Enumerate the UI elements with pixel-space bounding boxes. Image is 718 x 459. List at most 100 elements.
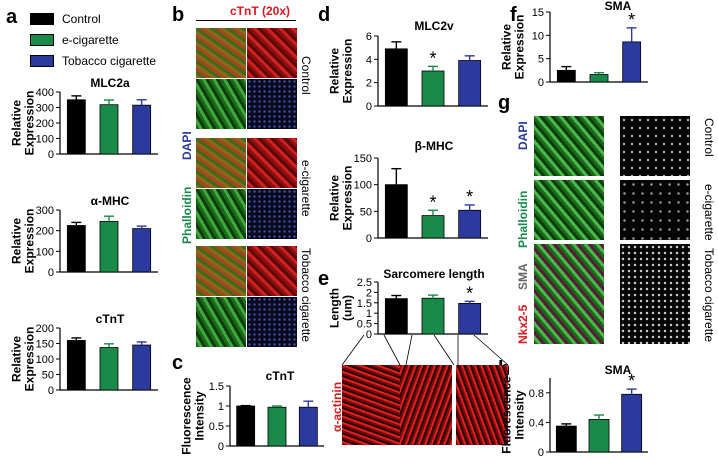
chart-h-sma-fluorescence: SMA FluorescenceIntensity 0 0.4 0.8 * xyxy=(499,363,648,459)
chart-a1-ytick-label: 300 xyxy=(36,103,54,115)
legend-label-tobacco: Tobacco cigarette xyxy=(62,53,157,68)
chart-a3-bar-control xyxy=(66,339,86,391)
chart-f-bar-control xyxy=(556,69,576,83)
chart-d1-ytick-label: 6 xyxy=(366,31,372,43)
chart-e-title: Sarcomere length xyxy=(383,267,484,281)
panel-b-title: cTnT (20x) xyxy=(230,4,291,18)
chart-e-ytick-label: 2.5 xyxy=(357,277,372,289)
micro-b-ecig-dapi xyxy=(247,189,297,239)
panel-b-row-label-control: Control xyxy=(299,56,313,95)
chart-h-ytick-label: 0.4 xyxy=(529,417,544,429)
legend-swatch-ecig xyxy=(30,33,54,46)
chart-a1-ylabel: RelativeExpression xyxy=(9,91,36,156)
chart-e-ytick-label: 0.5 xyxy=(357,319,372,331)
chart-e-bar-ecig xyxy=(421,297,445,335)
chart-c-ylabel: FluorescenceIntensity xyxy=(179,377,206,455)
chart-a2-ytick-label: 0 xyxy=(48,267,54,279)
micro-b-tobacco-dapi xyxy=(247,297,297,347)
chart-a3-ytick-label: 50 xyxy=(42,370,54,382)
chart-h-bar-ecig xyxy=(588,419,610,453)
chart-d1-ylabel: RelativeExpression xyxy=(327,39,354,104)
chart-f-bar-ecig xyxy=(589,74,609,83)
panel-letter-d: d xyxy=(318,4,331,26)
chart-d2-ytick-label: 150 xyxy=(354,153,372,165)
micro-g-ecig-merge xyxy=(534,180,604,240)
chart-a1-ytick-label: 400 xyxy=(36,87,54,99)
micro-b-control-phalloidin xyxy=(196,79,246,129)
chart-a3-bar-tobacco xyxy=(132,344,152,391)
chart-d2-ytick-label: 50 xyxy=(360,206,372,218)
panel-letter-e: e xyxy=(318,268,330,290)
chart-f-ytick-label: 15 xyxy=(532,7,544,19)
chart-a2-title: α-MHC xyxy=(91,194,130,208)
chart-f-bar-tobacco xyxy=(622,41,642,83)
chart-c-bar-tobacco xyxy=(298,406,318,447)
chart-d2-ytick-label: 100 xyxy=(354,180,372,192)
chart-d2-ytick-label: 0 xyxy=(366,233,372,245)
chart-a3-title: cTnT xyxy=(96,312,125,326)
chart-d2-beta-mhc: β-MHC RelativeExpression 0 50 100 150 * * xyxy=(327,139,488,245)
panel-g-stain-dapi: DAPI xyxy=(516,121,530,150)
chart-d2-title: β-MHC xyxy=(415,139,454,153)
chart-e-ytick-label: 0 xyxy=(366,329,372,341)
chart-d2-significance-tobacco: * xyxy=(466,187,473,207)
chart-a1-ytick-label: 200 xyxy=(36,118,54,130)
micro-b-tobacco-merge xyxy=(196,246,246,296)
legend-label-control: Control xyxy=(62,11,101,26)
chart-e-ylabel: Length(um) xyxy=(327,288,354,328)
panel-b-row-label-ecig: e-cigarette xyxy=(299,160,313,217)
chart-a3-ylabel: RelativeExpression xyxy=(9,327,36,392)
chart-h-significance-tobacco: * xyxy=(628,371,635,391)
panel-g-row-label-tobacco: Tobacco cigarette xyxy=(702,248,716,343)
micro-b-control-dapi xyxy=(247,79,297,129)
chart-c-ytick-label: 1.5 xyxy=(209,381,224,393)
legend: Control e-cigarette Tobacco cigarette xyxy=(30,8,156,71)
chart-a1-title: MLC2a xyxy=(90,76,130,90)
chart-d1-significance-ecig: * xyxy=(429,48,436,68)
panel-letter-b: b xyxy=(172,4,185,26)
chart-h-ylabel: FluorescenceIntensity xyxy=(499,376,526,454)
chart-a3-ytick-label: 200 xyxy=(36,323,54,335)
panel-b-stain-dapi: DAPI xyxy=(180,131,194,160)
micro-b-ecig-ctnt xyxy=(247,138,297,188)
micro-b-tobacco-ctnt xyxy=(247,246,297,296)
chart-d1-bar-tobacco xyxy=(458,60,482,107)
micro-b-control-merge xyxy=(196,28,246,78)
chart-d1-title: MLC2v xyxy=(414,19,454,33)
chart-f-ytick-label: 5 xyxy=(538,54,544,66)
chart-a2-ylabel: RelativeExpression xyxy=(9,209,36,274)
micro-g-tobacco-merge xyxy=(534,244,604,344)
panel-g-row-label-ecig: e-cigarette xyxy=(702,184,716,241)
micro-b-control-ctnt xyxy=(247,28,297,78)
chart-a1-bar-tobacco xyxy=(132,104,152,155)
legend-label-ecig: e-cigarette xyxy=(62,32,119,47)
panel-e-zoom-lines xyxy=(341,334,509,366)
chart-e-bar-tobacco xyxy=(458,303,482,335)
chart-d2-significance-ecig: * xyxy=(429,192,436,212)
chart-a2-bar-ecig xyxy=(99,220,119,273)
chart-d1-ytick-label: 4 xyxy=(366,54,372,66)
chart-c-ytick-label: 0.5 xyxy=(209,421,224,433)
chart-c-ctnt-fluorescence: cTnT FluorescenceIntensity 0 0.5 1 1.5 xyxy=(179,369,324,455)
chart-d2-bar-control xyxy=(384,184,408,239)
chart-f-significance-tobacco: * xyxy=(628,10,635,30)
legend-item-ecig: e-cigarette xyxy=(30,29,156,50)
chart-e-significance-tobacco: * xyxy=(466,283,473,303)
chart-a1-ytick-label: 0 xyxy=(48,149,54,161)
chart-e-sarcomere-length: Sarcomere length Length(um) 00.511.522.5 * xyxy=(327,267,488,341)
panel-letter-c: c xyxy=(172,352,184,374)
chart-a2-ytick-label: 300 xyxy=(36,205,54,217)
chart-f-sma-expression: SMA RelativeExpression 0 5 10 15 * xyxy=(499,0,648,89)
legend-item-control: Control xyxy=(30,8,156,29)
panel-b-row-label-tobacco: Tobacco cigarette xyxy=(299,248,313,343)
chart-a1-ytick-label: 100 xyxy=(36,134,54,146)
chart-h-title: SMA xyxy=(605,363,632,377)
chart-a2-ytick-label: 100 xyxy=(36,246,54,258)
chart-d1-bar-ecig xyxy=(421,70,445,107)
chart-f-ytick-label: 10 xyxy=(532,30,544,42)
chart-a1-mlc2a: MLC2a RelativeExpression 0 100 200 300 400 xyxy=(9,76,158,161)
chart-c-bar-ecig xyxy=(267,406,287,447)
panel-letter-g: g xyxy=(498,92,511,114)
chart-d1-ytick-label: 2 xyxy=(366,78,372,90)
chart-d1-mlc2v: MLC2v RelativeExpression 0 2 4 6 * xyxy=(327,19,488,113)
